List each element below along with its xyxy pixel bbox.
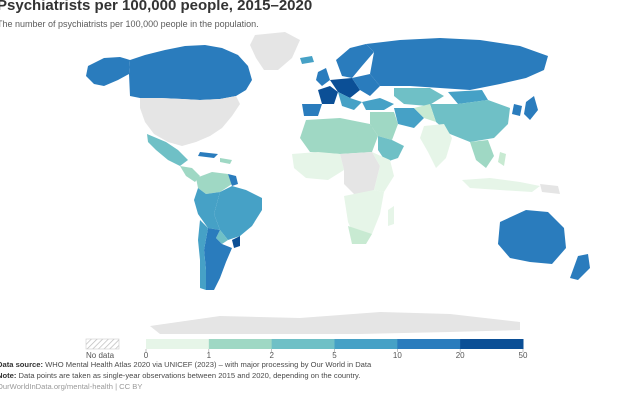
- data-source-label: Data source:: [0, 360, 44, 369]
- region-uk-ireland[interactable]: [316, 68, 330, 86]
- region-new-zealand[interactable]: [570, 254, 590, 280]
- legend-bin-1[interactable]: [208, 339, 273, 349]
- region-madagascar[interactable]: [388, 206, 394, 226]
- region-caribbean[interactable]: [220, 158, 232, 164]
- region-greenland[interactable]: [250, 32, 300, 70]
- region-india[interactable]: [420, 124, 452, 168]
- region-central-africa[interactable]: [340, 152, 380, 196]
- region-papua[interactable]: [540, 184, 560, 194]
- legend-bin-2[interactable]: [271, 339, 335, 349]
- region-southeast-asia[interactable]: [470, 140, 494, 168]
- region-egypt[interactable]: [356, 124, 374, 140]
- data-source-text: WHO Mental Health Atlas 2020 via UNICEF …: [45, 360, 372, 369]
- region-east-africa[interactable]: [372, 152, 394, 192]
- region-brazil[interactable]: [214, 186, 262, 240]
- region-southern-africa[interactable]: [344, 190, 384, 240]
- data-source-line: Data source: WHO Mental Health Atlas 202…: [0, 359, 640, 370]
- legend: No data 0 1 2 5 10 20 50: [85, 338, 528, 360]
- legend-bin-5[interactable]: [460, 339, 524, 349]
- footer: Data source: WHO Mental Health Atlas 202…: [0, 359, 640, 392]
- no-data-label: No data: [86, 351, 115, 360]
- region-iberia[interactable]: [302, 104, 322, 116]
- region-iran[interactable]: [394, 108, 424, 128]
- region-balkans-italy[interactable]: [338, 92, 362, 110]
- chart-title: Psychiatrists per 100,000 people, 2015–2…: [0, 0, 313, 14]
- region-russia[interactable]: [366, 38, 548, 90]
- region-canada[interactable]: [129, 45, 252, 100]
- legend-tick-label: 1: [207, 351, 212, 360]
- region-middle-east[interactable]: [370, 112, 398, 140]
- region-argentina[interactable]: [204, 228, 232, 290]
- legend-bin-3[interactable]: [334, 339, 398, 349]
- legend-tick-label: 0: [144, 351, 149, 360]
- region-antarctica: [150, 312, 520, 334]
- color-scale-ticks: 0 1 2 5 10 20 50: [144, 349, 528, 360]
- legend-tick-label: 5: [332, 351, 337, 360]
- credit-separator: |: [115, 382, 118, 391]
- region-guianas[interactable]: [228, 174, 238, 186]
- region-kazakhstan[interactable]: [394, 88, 444, 106]
- region-turkey[interactable]: [362, 98, 394, 110]
- credit-line: OurWorldInData.org/mental-health | CC BY: [0, 381, 640, 392]
- region-peru-bolivia[interactable]: [194, 188, 220, 230]
- region-scandinavia[interactable]: [336, 44, 374, 78]
- legend-bin-4[interactable]: [397, 339, 461, 349]
- region-paraguay[interactable]: [216, 230, 228, 244]
- region-china[interactable]: [430, 100, 510, 142]
- legend-tick-label: 10: [393, 351, 402, 360]
- region-uruguay[interactable]: [232, 236, 240, 248]
- chart-subtitle: The number of psychiatrists per 100,000 …: [0, 19, 259, 29]
- region-colombia-venezuela[interactable]: [196, 172, 232, 194]
- region-mongolia[interactable]: [448, 90, 488, 104]
- region-eastern-europe[interactable]: [352, 74, 380, 96]
- legend-tick-label: 20: [456, 351, 465, 360]
- region-korea-japan[interactable]: [512, 104, 522, 116]
- region-central-europe[interactable]: [330, 78, 360, 98]
- region-cuba[interactable]: [198, 152, 218, 158]
- region-japan[interactable]: [524, 96, 538, 120]
- credit-link[interactable]: OurWorldInData.org/mental-health: [0, 382, 113, 391]
- region-central-asia[interactable]: [414, 104, 436, 122]
- note-text: Data points are taken as single-year obs…: [18, 371, 361, 380]
- region-iceland[interactable]: [300, 56, 314, 64]
- legend-tick-label: 2: [269, 351, 274, 360]
- note-line: Note: Data points are taken as single-ye…: [0, 370, 640, 381]
- license-label[interactable]: CC BY: [119, 382, 143, 391]
- region-mexico[interactable]: [147, 134, 188, 166]
- region-philippines[interactable]: [498, 152, 506, 166]
- region-chile[interactable]: [198, 220, 208, 290]
- region-central-america[interactable]: [180, 166, 200, 182]
- color-scale-bar: [146, 339, 524, 349]
- note-label: Note:: [0, 371, 17, 380]
- region-indonesia[interactable]: [462, 178, 540, 192]
- no-data-swatch: [85, 338, 120, 350]
- region-south-africa[interactable]: [348, 226, 372, 244]
- region-west-africa[interactable]: [292, 152, 344, 180]
- legend-bin-0[interactable]: [146, 339, 210, 349]
- region-france[interactable]: [318, 86, 338, 104]
- region-arabia[interactable]: [378, 136, 404, 162]
- region-australia[interactable]: [498, 210, 566, 264]
- legend-tick-label: 50: [519, 351, 528, 360]
- region-usa[interactable]: [140, 96, 240, 146]
- region-alaska[interactable]: [86, 57, 130, 86]
